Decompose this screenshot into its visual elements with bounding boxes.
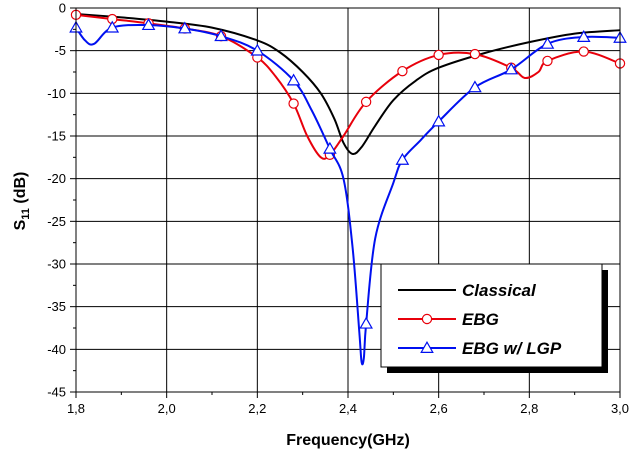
data-point-ebg-w-lgp xyxy=(177,21,192,34)
data-point-ebg-w-lgp xyxy=(504,62,519,75)
series-line-ebg-w-lgp xyxy=(75,23,621,366)
y-tick-label: -35 xyxy=(47,299,66,314)
data-point-ebg-w-lgp xyxy=(576,30,591,42)
data-point-ebg-w-lgp xyxy=(359,316,373,329)
y-axis-title-subscript: 11 xyxy=(20,208,32,220)
data-point-ebg-w-lgp xyxy=(214,29,228,42)
data-point-ebg-w-lgp xyxy=(540,36,555,49)
legend-box xyxy=(380,263,603,368)
legend-items: Classical EBG EBG w/ LGP xyxy=(398,281,562,358)
legend-item-ebg-w-lgp: EBG w/ LGP xyxy=(398,339,562,358)
y-tick-label: -30 xyxy=(47,257,66,272)
y-axis-title-main: S xyxy=(12,219,29,230)
data-point-ebg-w-lgp xyxy=(431,114,446,127)
x-tick-label: 1,8 xyxy=(67,401,85,416)
legend-item-classical: Classical xyxy=(398,281,537,300)
data-point-ebg xyxy=(397,65,408,77)
legend-item-ebg: EBG xyxy=(398,310,499,329)
y-tick-label: -40 xyxy=(47,342,66,357)
x-tick-label: 3,0 xyxy=(611,401,629,416)
y-tick-label: -5 xyxy=(54,43,66,58)
data-point-ebg-w-lgp xyxy=(395,152,410,165)
data-point-ebg xyxy=(360,96,372,108)
x-tick-label: 2,4 xyxy=(339,401,357,416)
series-ebg-w-lgp xyxy=(69,18,627,366)
y-axis-title-unit: (dB) xyxy=(12,172,29,208)
x-tick-label: 2,6 xyxy=(430,401,448,416)
legend-marker-ebg-w-lgp xyxy=(420,340,434,353)
data-point-ebg xyxy=(578,46,589,57)
data-point-ebg xyxy=(469,48,481,60)
ticks: 1,8 2,0 2,2 2,4 2,6 2,8 3,0 0 -5 -10 -15 -20 -25 -30 -… xyxy=(47,1,629,417)
data-point-ebg xyxy=(288,98,299,109)
data-point-ebg-w-lgp xyxy=(105,20,120,33)
y-tick-label: -25 xyxy=(47,214,66,229)
y-axis-title: S11 (dB) xyxy=(12,172,32,231)
x-tick-label: 2,2 xyxy=(248,401,266,416)
legend: Classical EBG EBG w/ LGP xyxy=(380,263,608,373)
data-point-ebg xyxy=(433,49,444,61)
data-point-ebg-w-lgp xyxy=(250,43,265,56)
data-point-ebg-w-lgp xyxy=(141,18,156,31)
y-tick-label: -45 xyxy=(47,385,66,400)
y-tick-label: 0 xyxy=(59,1,66,16)
y-tick-label: -15 xyxy=(47,129,66,144)
y-tick-label: -10 xyxy=(47,86,66,101)
legend-label-ebg: EBG xyxy=(462,310,499,329)
x-tick-label: 2,0 xyxy=(158,401,176,416)
y-tick-label: -20 xyxy=(47,171,66,186)
data-point-ebg-w-lgp xyxy=(468,80,482,93)
legend-label-classical: Classical xyxy=(462,281,537,300)
x-axis-title: Frequency(GHz) xyxy=(286,432,410,449)
legend-label-ebg-w-lgp: EBG w/ LGP xyxy=(462,339,562,358)
data-point-ebg-w-lgp xyxy=(286,73,301,86)
series-layer xyxy=(69,9,627,366)
legend-marker-ebg xyxy=(421,313,433,325)
data-point-ebg-w-lgp xyxy=(323,141,337,154)
data-point-ebg xyxy=(542,55,553,67)
x-tick-label: 2,8 xyxy=(520,401,538,416)
